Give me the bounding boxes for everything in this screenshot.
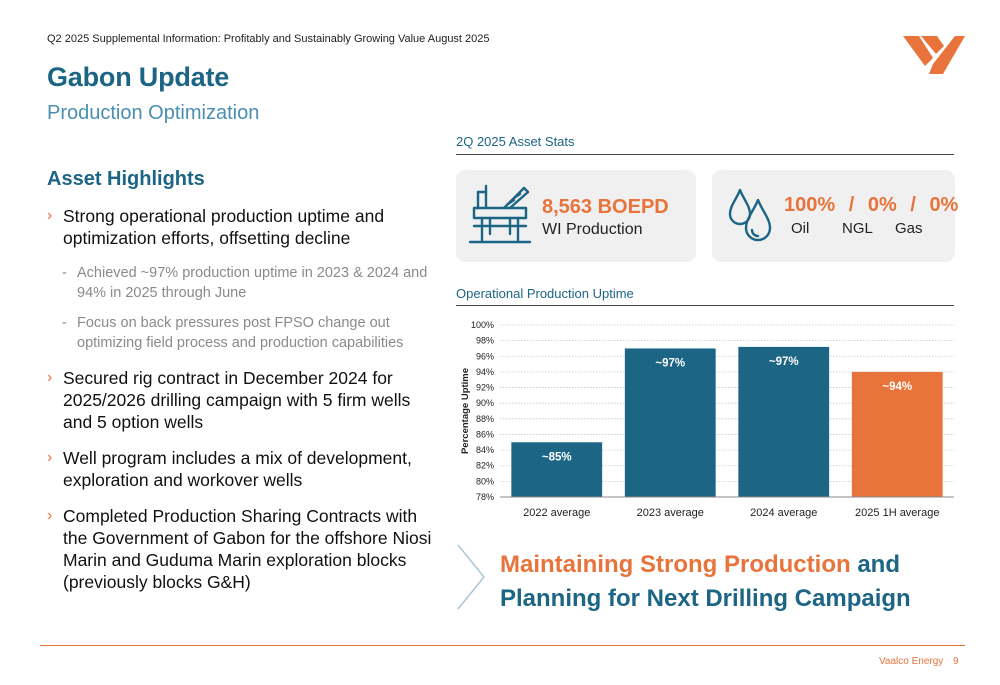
- sub-bullet-dash: -: [62, 315, 67, 331]
- list-item: › Well program includes a mix of develop…: [47, 447, 437, 491]
- tagline-connector: and: [857, 551, 900, 578]
- page-subtitle: Production Optimization: [47, 102, 260, 124]
- list-item: › Strong operational production uptime a…: [47, 205, 437, 249]
- asset-stats-divider: [456, 154, 954, 155]
- ngl-percent: 0%: [867, 194, 897, 216]
- y-tick-label: 84%: [476, 445, 494, 455]
- production-value: 8,563 BOEPD: [542, 196, 669, 218]
- x-tick-label: 2024 average: [750, 507, 817, 519]
- ngl-label: NGL: [842, 220, 873, 237]
- list-item: › Completed Production Sharing Contracts…: [47, 505, 437, 593]
- footer-company: Vaalco Energy: [879, 656, 944, 667]
- oil-percent: 100%: [784, 194, 836, 216]
- bullet-text: Secured rig contract in December 2024 fo…: [63, 368, 411, 432]
- bar: [511, 442, 603, 497]
- sub-list: - Achieved ~97% production uptime in 202…: [47, 263, 437, 353]
- y-axis-label: Percentage Uptime: [460, 368, 471, 454]
- tagline: Maintaining Strong Production and Planni…: [500, 548, 911, 616]
- bar-data-label: ~97%: [769, 356, 799, 368]
- y-tick-label: 98%: [476, 336, 494, 346]
- page-number: 9: [953, 656, 959, 667]
- vaalco-logo-icon: [903, 36, 965, 74]
- uptime-bar-chart: Percentage Uptime 78% 80% 82% 84% 86% 88% 90% 92…: [460, 320, 954, 519]
- bullet-text: Strong operational production uptime and…: [63, 206, 385, 248]
- context-line: Q2 2025 Supplemental Information: Profit…: [47, 33, 490, 45]
- bullet-chevron-icon: ›: [47, 507, 53, 524]
- commodity-mix-card: 100% / 0% / 0% Oil NGL Gas: [712, 170, 958, 262]
- bullet-chevron-icon: ›: [47, 207, 53, 224]
- bar: [624, 348, 716, 497]
- asset-highlights-heading: Asset Highlights: [47, 168, 205, 190]
- gas-label: Gas: [895, 220, 923, 237]
- sub-bullet-text: Focus on back pressures post FPSO change…: [77, 315, 404, 351]
- bullet-chevron-icon: ›: [47, 449, 53, 466]
- x-tick-label: 2023 average: [637, 507, 704, 519]
- offshore-platform-icon: [468, 184, 532, 244]
- uptime-heading: Operational Production Uptime: [456, 286, 634, 301]
- y-tick-label: 90%: [476, 398, 494, 408]
- sub-bullet-dash: -: [62, 265, 67, 281]
- sub-list-item: - Focus on back pressures post FPSO chan…: [47, 313, 437, 353]
- sub-list-item: - Achieved ~97% production uptime in 202…: [47, 263, 437, 303]
- production-card: 8,563 BOEPD WI Production: [456, 170, 696, 262]
- y-tick-label: 100%: [471, 320, 494, 330]
- asset-stats-heading: 2Q 2025 Asset Stats: [456, 134, 575, 149]
- footer-divider: [40, 645, 965, 646]
- y-tick-label: 96%: [476, 351, 494, 361]
- x-tick-label: 2025 1H average: [855, 507, 939, 519]
- mix-separator: /: [848, 194, 855, 216]
- oil-label: Oil: [791, 220, 810, 237]
- y-tick-label: 82%: [476, 461, 494, 471]
- production-label: WI Production: [542, 221, 643, 238]
- commodity-mix-values: 100% / 0% / 0%: [784, 194, 958, 217]
- bullet-text: Well program includes a mix of developme…: [63, 448, 412, 490]
- x-tick-label: 2022 average: [523, 507, 590, 519]
- y-tick-label: 88%: [476, 414, 494, 424]
- bullet-text: Completed Production Sharing Contracts w…: [63, 506, 432, 592]
- page-title: Gabon Update: [47, 62, 230, 92]
- y-tick-label: 86%: [476, 429, 494, 439]
- gas-percent: 0%: [929, 194, 959, 216]
- highlights-list: › Strong operational production uptime a…: [47, 205, 437, 607]
- chevron-right-icon: [457, 544, 485, 610]
- mix-separator: /: [910, 194, 916, 216]
- bar-data-label: ~85%: [542, 451, 572, 463]
- y-tick-label: 80%: [476, 476, 494, 486]
- bar-data-label: ~94%: [882, 381, 912, 393]
- oil-drops-icon: [728, 188, 772, 242]
- bullet-chevron-icon: ›: [47, 369, 53, 386]
- sub-bullet-text: Achieved ~97% production uptime in 2023 …: [77, 265, 428, 301]
- tagline-highlight: Maintaining Strong Production: [500, 551, 851, 578]
- bar-data-label: ~97%: [655, 357, 685, 369]
- y-tick-label: 92%: [476, 383, 494, 393]
- y-tick-label: 78%: [476, 492, 494, 502]
- bar: [738, 346, 830, 497]
- tagline-second-line: Planning for Next Drilling Campaign: [500, 585, 911, 612]
- y-tick-label: 94%: [476, 367, 494, 377]
- bar: [851, 371, 943, 497]
- uptime-divider: [456, 305, 954, 306]
- list-item: › Secured rig contract in December 2024 …: [47, 367, 437, 433]
